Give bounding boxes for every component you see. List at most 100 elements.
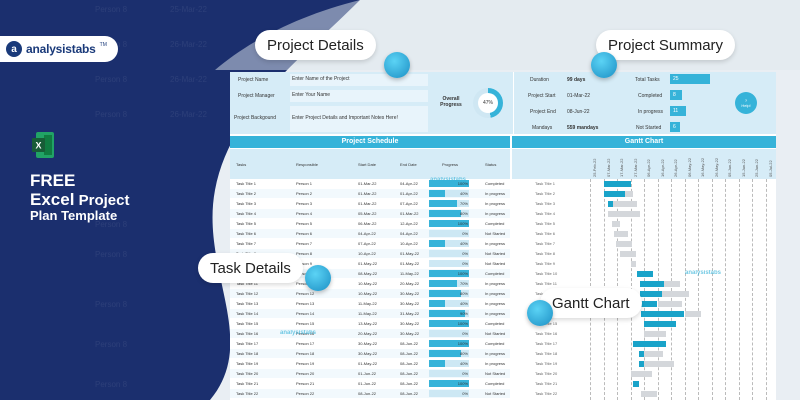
gantt-date-label: 16-Apr-22: [659, 159, 665, 177]
cell-start: 01-Mar-22: [358, 181, 377, 186]
progress-bar: 40%: [429, 240, 469, 247]
table-row[interactable]: Task Title 16 Person 16 20-May-22 30-May-22…: [230, 329, 510, 338]
cell-task: Task Title 17: [236, 341, 259, 346]
cell-status: In progress: [485, 201, 506, 206]
gantt-bar-remaining: [630, 370, 653, 377]
cell-resp: Person 5: [296, 221, 313, 226]
cell-task: Task Title 4: [236, 211, 257, 216]
cell-task: Task Title 6: [236, 231, 257, 236]
cell-resp: Person 17: [296, 341, 315, 346]
gantt-row-label: Task Title 2: [535, 191, 556, 196]
table-row[interactable]: Task Title 21 Person 21 01-Jun-22 08-Jun-22…: [230, 379, 510, 388]
cell-resp: Person 11: [296, 281, 314, 286]
overall-progress-label: Overall Progress: [440, 96, 462, 108]
progress-value: 100%: [457, 381, 468, 386]
project-manager-input[interactable]: Enter Your Name: [290, 90, 428, 102]
table-row[interactable]: Task Title 14 Person 14 11-May-22 31-May-22…: [230, 309, 510, 318]
cell-task: Task Title 21: [236, 381, 259, 386]
progress-bar: 90%: [429, 310, 469, 317]
table-row[interactable]: Task Title 15 Person 15 13-May-22 30-May-22…: [230, 319, 510, 328]
cell-start: 20-May-22: [358, 331, 378, 336]
completed-label: Completed: [638, 93, 663, 99]
progress-value: 80%: [459, 351, 468, 356]
project-manager-label: Project Manager: [238, 93, 275, 99]
gantt-gridline: [698, 179, 699, 400]
gantt-bar-complete: [641, 300, 658, 307]
table-row[interactable]: Task Title 17 Person 17 30-May-22 08-Jun-22…: [230, 339, 510, 348]
cell-task: Task Title 12: [236, 291, 259, 296]
gantt-row-label: Task Title 6: [535, 231, 556, 236]
table-row[interactable]: Task Title 1 Person 1 01-Mar-22 04-Apr-22 Co…: [230, 179, 510, 188]
table-row[interactable]: Task Title 13 Person 13 11-May-22 30-May-22…: [230, 299, 510, 308]
schedule-rows: Task Title 1 Person 1 01-Mar-22 04-Apr-22 Co…: [230, 179, 510, 400]
gantt-date-label: 15-Jun-22: [740, 158, 746, 177]
cell-start: 01-May-22: [358, 261, 378, 266]
help-icon: ?: [744, 98, 748, 103]
gantt-bar-complete: [641, 310, 685, 317]
progress-value: 70%: [459, 281, 468, 286]
sheet-header: Project Name Project Manager Project Bac…: [230, 72, 776, 134]
progress-value: 40%: [459, 241, 468, 246]
progress-value: 100%: [457, 221, 468, 226]
gantt-bar-remaining: [612, 200, 638, 207]
table-row[interactable]: Task Title 2 Person 2 01-Mar-22 01-Apr-22 In…: [230, 189, 510, 198]
gantt-bar-complete: [603, 180, 631, 187]
gantt-bar-complete: [639, 290, 662, 297]
cell-end: 30-May-22: [400, 321, 420, 326]
cell-status: Not Started: [485, 331, 506, 336]
table-row[interactable]: Task Title 20 Person 20 01-Jun-22 08-Jun-22…: [230, 369, 510, 378]
progress-fill: [429, 290, 461, 297]
project-schedule-title: Project Schedule: [230, 136, 510, 148]
table-row[interactable]: Task Title 4 Person 4 05-Mar-22 01-Mar-22 In…: [230, 209, 510, 218]
callout-project-summary: Project Summary: [596, 30, 736, 60]
help-button[interactable]: ? Help!: [735, 92, 757, 114]
cell-resp: Person 13: [296, 301, 315, 306]
progress-fill: [429, 210, 461, 217]
table-row[interactable]: Task Title 5 Person 5 06-Mar-22 12-Apr-22 Co…: [230, 219, 510, 228]
cell-task: Task Title 7: [236, 241, 257, 246]
cell-start: 13-May-22: [358, 321, 378, 326]
total-tasks-value: 25: [670, 74, 710, 84]
progress-bar: 40%: [429, 360, 469, 367]
cell-start: 01-Jun-22: [358, 381, 377, 386]
table-row[interactable]: Task Title 7 Person 7 07-Apr-22 10-Apr-22 In…: [230, 239, 510, 248]
progress-value: 0%: [462, 231, 468, 236]
progress-bar: 100%: [429, 320, 469, 327]
progress-fill: [429, 360, 445, 367]
gantt-gridline: [752, 179, 753, 400]
progress-value: 100%: [457, 341, 468, 346]
gantt-row-label: Task Title 5: [535, 221, 556, 226]
project-plan-sheet: Project Name Project Manager Project Bac…: [230, 72, 776, 400]
table-row[interactable]: Task Title 11 Person 11 10-May-22 20-May-22…: [230, 279, 510, 288]
brand-logo[interactable]: a analysistabs TM: [0, 36, 118, 62]
gantt-gridline: [725, 179, 726, 400]
gantt-date-label: 05-Jul-22: [767, 160, 773, 177]
callout-dot: [527, 300, 553, 326]
table-row[interactable]: Task Title 19 Person 19 01-May-22 08-Jun-22…: [230, 359, 510, 368]
progress-value: 0%: [462, 251, 468, 256]
table-row[interactable]: Task Title 6 Person 6 04-Apr-22 04-Apr-22 No…: [230, 229, 510, 238]
excel-icon: X: [32, 132, 54, 158]
table-row[interactable]: Task Title 18 Person 18 30-May-22 08-Jun-22…: [230, 349, 510, 358]
cell-status: In progress: [485, 281, 506, 286]
gantt-row-label: Task Title 19: [535, 361, 558, 366]
project-background-input[interactable]: Enter Project Details and Important Note…: [290, 106, 428, 132]
table-row[interactable]: Task Title 12 Person 12 10-May-22 30-May-22…: [230, 289, 510, 298]
promo-line-3: Plan Template: [30, 208, 118, 224]
cell-end: 30-May-22: [400, 331, 420, 336]
table-row[interactable]: Task Title 3 Person 3 01-Mar-22 07-Apr-22 In…: [230, 199, 510, 208]
cell-end: 04-Apr-22: [400, 181, 418, 186]
promo-line-2: Excel Project: [30, 189, 130, 209]
progress-bar: 70%: [429, 200, 469, 207]
table-row[interactable]: Task Title 22 Person 22 08-Jun-22 08-Jun-22…: [230, 389, 510, 398]
cell-start: 01-Jun-22: [358, 371, 377, 376]
progress-fill: [429, 320, 469, 327]
gantt-bar-complete: [639, 280, 665, 287]
gantt-date-header: 25-Feb-22 07-Mar-22 17-Mar-22 27-Mar-22 06-A…: [512, 149, 776, 179]
cell-status: In progress: [485, 361, 506, 366]
cell-resp: Person 21: [296, 381, 315, 386]
project-name-input[interactable]: Enter Name of the Project: [290, 74, 428, 86]
gantt-date-label: 07-Mar-22: [605, 158, 611, 177]
progress-value: 0%: [462, 331, 468, 336]
gantt-bar-remaining: [644, 350, 663, 357]
